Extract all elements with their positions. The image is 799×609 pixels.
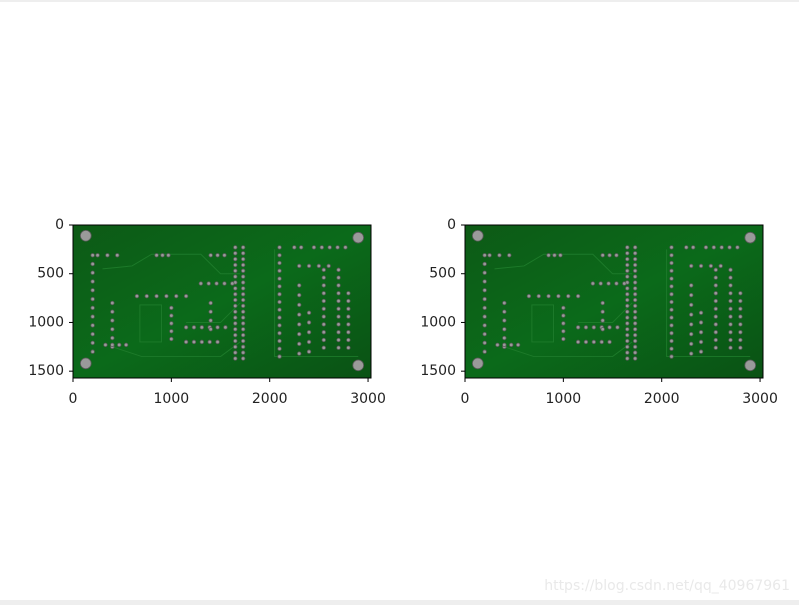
y-tick-label: 1000 [420, 314, 456, 330]
x-tick-label: 1000 [546, 391, 582, 407]
axes-frame [72, 224, 372, 379]
y-tick-label: 0 [447, 217, 456, 233]
bottom-border [0, 600, 799, 605]
axes: 0 1000 2000 3000 0 500 1000 1500 [28, 217, 386, 407]
x-tick-label: 1000 [154, 391, 190, 407]
x-tick-label: 0 [461, 391, 470, 407]
y-tick-label: 0 [55, 217, 64, 233]
axes-frame [464, 224, 764, 379]
pcb-image [73, 225, 371, 378]
watermark: https://blog.csdn.net/qq_40967961 [544, 578, 790, 594]
pcb-image [465, 225, 763, 378]
axes: 0 1000 2000 3000 0 500 1000 1500 [420, 217, 778, 407]
y-tick-label: 500 [37, 266, 64, 282]
x-tick-label: 3000 [350, 391, 386, 407]
x-tick-label: 0 [69, 391, 78, 407]
y-tick-label: 500 [429, 266, 456, 282]
x-tick-label: 2000 [644, 391, 680, 407]
x-tick-label: 3000 [742, 391, 778, 407]
y-tick-label: 1000 [28, 314, 64, 330]
x-tick-label: 2000 [252, 391, 288, 407]
top-border [0, 0, 799, 2]
y-tick-label: 1500 [28, 363, 64, 379]
y-tick-label: 1500 [420, 363, 456, 379]
